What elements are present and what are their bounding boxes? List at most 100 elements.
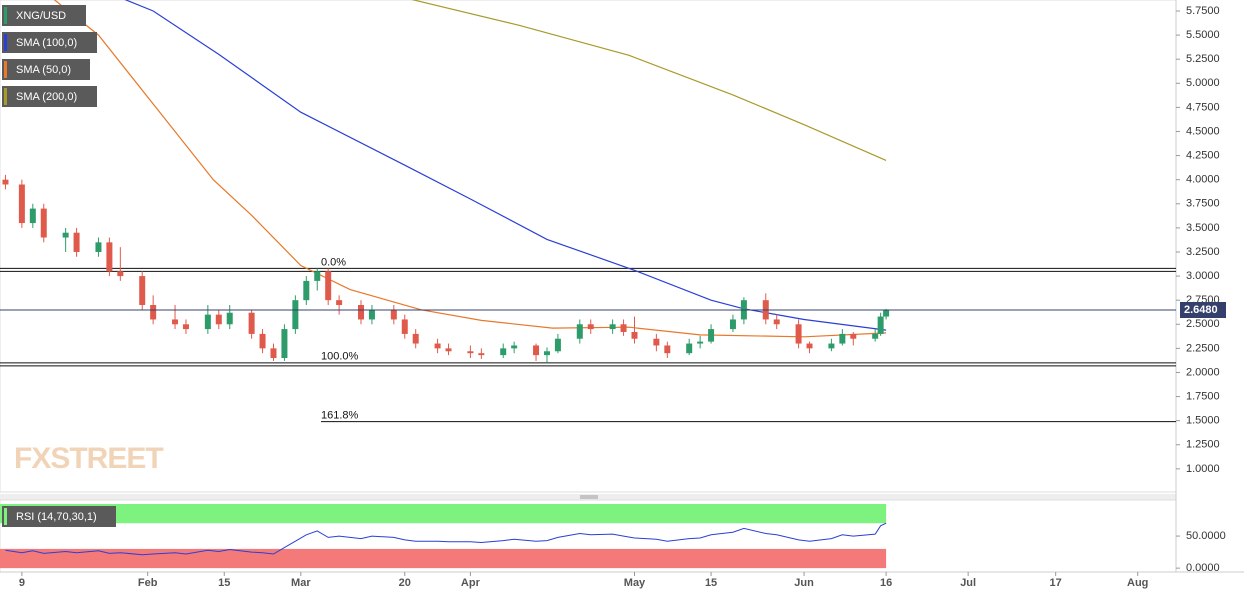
x-tick-label: Feb — [138, 577, 158, 589]
legend-swatch — [4, 34, 7, 51]
candle-body — [445, 348, 452, 352]
last-price-box — [1180, 302, 1226, 319]
x-tick-label: Jun — [794, 577, 814, 589]
sma-line — [124, 0, 887, 331]
candle-body — [877, 316, 884, 334]
x-tick-label: Jul — [960, 577, 976, 589]
legend-label: SMA (100,0) — [16, 37, 77, 49]
legend-label: XNG/USD — [16, 10, 66, 22]
candle-body — [117, 271, 124, 277]
x-tick-label: 15 — [218, 577, 230, 589]
x-tick-label: 15 — [705, 577, 717, 589]
y-tick-label: 5.2500 — [1186, 53, 1220, 65]
level-label: 161.8% — [321, 410, 359, 422]
panel-separator[interactable] — [0, 494, 1176, 500]
candle-body — [40, 208, 47, 238]
y-tick-label: 3.2500 — [1186, 246, 1220, 258]
y-tick-label: 2.5000 — [1186, 318, 1220, 330]
legend-swatch — [4, 7, 7, 24]
candle-body — [139, 276, 146, 305]
candle-body — [215, 314, 222, 325]
candle-body — [18, 184, 25, 224]
y-tick-label: 2.0000 — [1186, 366, 1220, 378]
candle-body — [511, 345, 518, 349]
candle-body — [620, 324, 627, 332]
candle-body — [609, 324, 616, 330]
candle-body — [708, 329, 715, 342]
legend-box[interactable] — [2, 5, 86, 26]
legend-label: RSI (14,70,30,1) — [16, 511, 97, 523]
candle-body — [850, 333, 857, 339]
legend-box[interactable] — [2, 32, 97, 53]
candle-body — [543, 351, 550, 356]
x-tick-label: 17 — [1050, 577, 1062, 589]
candle-body — [467, 351, 474, 354]
x-tick-label: 9 — [19, 577, 25, 589]
y-tick-label: 5.0000 — [1186, 77, 1220, 89]
candle-body — [872, 333, 879, 339]
legend-swatch — [4, 61, 7, 78]
legend-box[interactable] — [2, 86, 97, 107]
x-tick-label: 20 — [399, 577, 411, 589]
candle-body — [358, 304, 365, 320]
x-tick-label: May — [624, 577, 646, 589]
candle-body — [631, 331, 638, 339]
candle-body — [773, 319, 780, 325]
candle-body — [172, 319, 179, 325]
legend-box[interactable] — [2, 59, 90, 80]
y-tick-label: 3.7500 — [1186, 198, 1220, 210]
legend-swatch — [4, 88, 7, 105]
candle-body — [226, 312, 233, 325]
y-tick-label: 2.2500 — [1186, 342, 1220, 354]
candle-body — [587, 324, 594, 330]
candle-body — [434, 343, 441, 349]
y-tick-label: 4.2500 — [1186, 149, 1220, 161]
overbought-zone — [0, 504, 887, 524]
candle-body — [303, 280, 310, 301]
plot-area — [0, 0, 1177, 493]
candle-body — [95, 242, 102, 252]
candle-body — [795, 324, 802, 344]
candle-body — [883, 310, 890, 317]
price-panel: 0.0% 100.0% 161.8% — [0, 0, 1176, 423]
candle-body — [281, 329, 288, 359]
oversold-zone — [0, 548, 887, 569]
level-label: 100.0% — [321, 351, 359, 363]
candle-body — [697, 341, 704, 344]
legend-label: SMA (200,0) — [16, 91, 77, 103]
legend-box[interactable] — [2, 506, 116, 527]
y-tick-label: 1.0000 — [1186, 463, 1220, 475]
level-label: 0.0% — [321, 256, 346, 268]
candle-body — [204, 314, 211, 330]
sma-line — [411, 0, 887, 161]
candle-body — [478, 353, 485, 356]
watermark: FXSTREET — [14, 442, 163, 475]
candle-body — [270, 348, 277, 359]
candle-body — [182, 324, 189, 330]
candle-body — [828, 343, 835, 349]
candle-body — [686, 343, 693, 354]
candle-body — [500, 348, 507, 356]
y-tick-label: 4.7500 — [1186, 101, 1220, 113]
x-tick-label: Apr — [461, 577, 481, 589]
x-tick-label: 16 — [880, 577, 892, 589]
last-price-label: 2.6480 — [1184, 304, 1218, 316]
x-tick-label: Aug — [1127, 577, 1148, 589]
rsi-line — [5, 522, 887, 556]
candle-body — [106, 242, 113, 272]
candle-body — [336, 300, 343, 305]
candle-body — [29, 208, 36, 224]
candle-body — [576, 324, 583, 339]
candle-body — [653, 338, 660, 346]
y-tick-label: 0.0000 — [1186, 562, 1220, 574]
y-tick-label: 1.2500 — [1186, 439, 1220, 451]
legend-swatch — [4, 508, 7, 525]
candle-body — [806, 343, 813, 349]
candle-body — [390, 309, 397, 320]
legend-label: SMA (50,0) — [16, 64, 71, 76]
y-tick-label: 4.0000 — [1186, 174, 1220, 186]
candle-body — [368, 309, 375, 320]
y-tick-label: 5.7500 — [1186, 5, 1220, 17]
candle-body — [401, 319, 408, 334]
